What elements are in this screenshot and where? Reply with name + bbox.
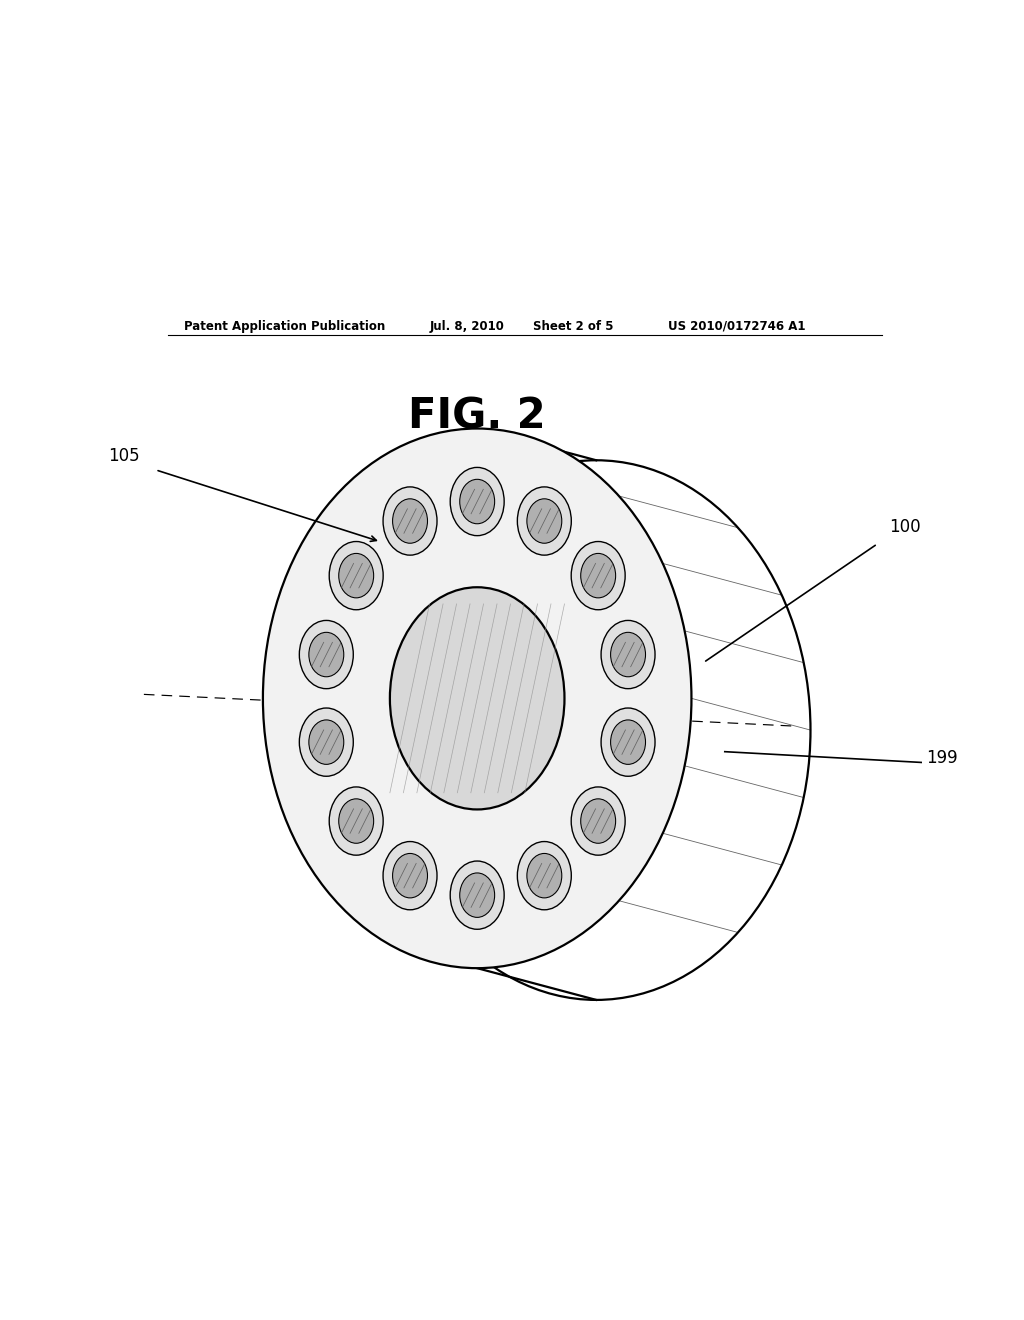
Ellipse shape [527,854,562,898]
Ellipse shape [601,708,655,776]
Text: 105: 105 [108,446,139,465]
Ellipse shape [263,429,691,968]
Text: 199: 199 [926,750,957,767]
Ellipse shape [610,632,645,677]
Ellipse shape [309,719,344,764]
Ellipse shape [299,708,353,776]
Ellipse shape [299,620,353,689]
Ellipse shape [309,632,344,677]
Ellipse shape [571,541,626,610]
Ellipse shape [601,620,655,689]
Ellipse shape [392,854,427,898]
Ellipse shape [517,842,571,909]
Ellipse shape [329,787,383,855]
Ellipse shape [339,553,374,598]
Ellipse shape [383,487,437,556]
Ellipse shape [571,787,626,855]
Ellipse shape [610,719,645,764]
Ellipse shape [451,467,504,536]
Ellipse shape [392,499,427,544]
Ellipse shape [451,861,504,929]
Ellipse shape [329,541,383,610]
Ellipse shape [527,499,562,544]
Text: US 2010/0172746 A1: US 2010/0172746 A1 [668,319,805,333]
Ellipse shape [581,553,615,598]
Text: Sheet 2 of 5: Sheet 2 of 5 [532,319,613,333]
Text: Patent Application Publication: Patent Application Publication [183,319,385,333]
Text: FIG. 2: FIG. 2 [409,396,546,438]
Ellipse shape [517,487,571,556]
Ellipse shape [460,479,495,524]
Ellipse shape [383,842,437,909]
Ellipse shape [339,799,374,843]
Text: 100: 100 [890,517,921,536]
Text: Jul. 8, 2010: Jul. 8, 2010 [430,319,505,333]
Ellipse shape [581,799,615,843]
Ellipse shape [390,587,564,809]
Ellipse shape [460,873,495,917]
